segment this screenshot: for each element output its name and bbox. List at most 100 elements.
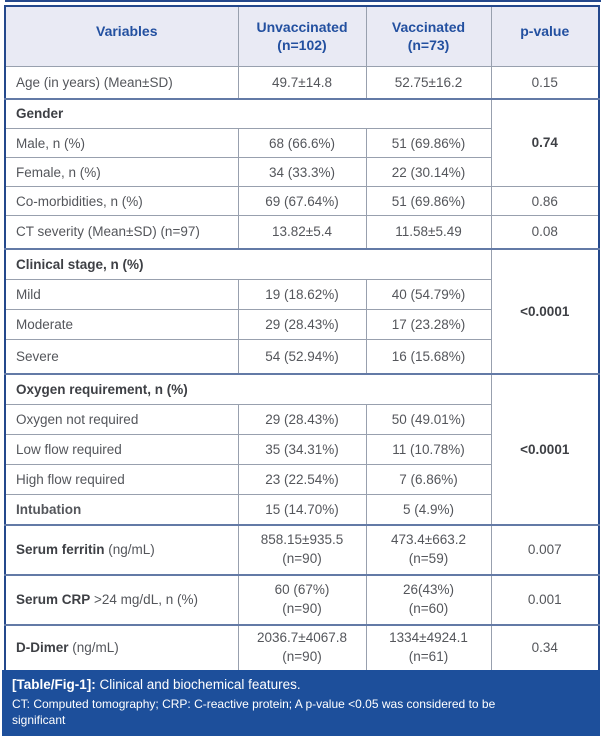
- col-header-vaccinated-line1: Vaccinated: [391, 19, 466, 35]
- row-moderate-unvaccinated: 29 (28.43%): [237, 309, 367, 340]
- row-oxygen-not-required: Oxygen not required 29 (28.43%) 50 (49.0…: [4, 404, 599, 435]
- table-footnote: CT: Computed tomography; CRP: C-reactive…: [12, 696, 496, 728]
- row-ct-severity-p-value: 0.08: [490, 215, 600, 249]
- row-male-label: Male, n (%): [4, 128, 239, 158]
- row-comorbidities-p-value: 0.86: [490, 186, 600, 216]
- table-caption-label: [Table/Fig-1]:: [12, 677, 96, 692]
- row-female-vaccinated: 22 (30.14%): [365, 157, 492, 187]
- header-row: Variables Unvaccinated (n=102) Vaccinate…: [4, 5, 600, 67]
- row-age-unvaccinated: 49.7±14.8: [237, 66, 367, 99]
- row-d-dimer-vaccinated-n: (n=61): [408, 648, 449, 664]
- row-oxygen-not-required-label: Oxygen not required: [4, 404, 239, 435]
- row-serum-ferritin-unvaccinated-value: 858.15±935.5: [260, 532, 344, 548]
- row-moderate-label: Moderate: [4, 309, 239, 340]
- row-serum-ferritin: Serum ferritin (ng/mL) 858.15±935.5 (n=9…: [4, 523, 600, 575]
- col-header-unvaccinated-line2: (n=102): [277, 36, 327, 53]
- row-female: Female, n (%) 34 (33.3%) 22 (30.14%): [4, 157, 599, 187]
- row-age-vaccinated: 52.75±16.2: [365, 66, 492, 99]
- col-header-vaccinated: Vaccinated (n=73): [365, 5, 492, 67]
- table-caption-bar: [Table/Fig-1]: Clinical and biochemical …: [2, 670, 600, 736]
- row-severe-vaccinated: 16 (15.68%): [365, 339, 492, 374]
- row-comorbidities-vaccinated: 51 (69.86%): [365, 186, 492, 216]
- table-caption: [Table/Fig-1]: Clinical and biochemical …: [12, 676, 590, 694]
- col-header-unvaccinated-line1: Unvaccinated: [256, 19, 348, 35]
- row-serum-ferritin-vaccinated: 473.4±663.2 (n=59): [365, 523, 492, 575]
- col-header-variables: Variables: [4, 5, 239, 67]
- row-low-flow: Low flow required 35 (34.31%) 11 (10.78%…: [4, 434, 599, 465]
- col-header-vaccinated-line2: (n=73): [407, 36, 450, 53]
- row-mild-vaccinated: 40 (54.79%): [365, 279, 492, 310]
- row-high-flow-unvaccinated: 23 (22.54%): [237, 464, 367, 495]
- row-intubation-label: Intubation: [4, 494, 239, 525]
- row-serum-ferritin-unvaccinated-n: (n=90): [282, 550, 322, 566]
- row-d-dimer-p-value: 0.34: [490, 623, 600, 671]
- row-age-p-value: 0.15: [490, 66, 600, 99]
- row-gender-section: Gender 0.74: [4, 97, 600, 187]
- row-high-flow-vaccinated: 7 (6.86%): [365, 464, 492, 495]
- table-caption-text: Clinical and biochemical features.: [95, 677, 301, 692]
- row-d-dimer: D-Dimer (ng/mL) 2036.7±4067.8 (n=90) 133…: [4, 623, 600, 671]
- row-male-unvaccinated: 68 (66.6%): [237, 128, 367, 158]
- row-high-flow-label: High flow required: [4, 464, 239, 495]
- row-ct-severity-label: CT severity (Mean±SD) (n=97): [4, 215, 239, 249]
- row-d-dimer-label: D-Dimer (ng/mL): [4, 623, 239, 671]
- row-intubation-vaccinated: 5 (4.9%): [365, 494, 492, 525]
- row-moderate-vaccinated: 17 (23.28%): [365, 309, 492, 340]
- row-ct-severity: CT severity (Mean±SD) (n=97) 13.82±5.4 1…: [4, 215, 600, 249]
- row-serum-crp: Serum CRP >24 mg/dL, n (%) 60 (67%) (n=9…: [4, 573, 600, 625]
- col-header-unvaccinated: Unvaccinated (n=102): [237, 5, 367, 67]
- row-serum-crp-unvaccinated: 60 (67%) (n=90): [237, 573, 367, 625]
- row-serum-crp-unvaccinated-n: (n=90): [282, 600, 322, 616]
- row-d-dimer-unvaccinated-value: 2036.7±4067.8: [257, 630, 347, 646]
- row-mild-label: Mild: [4, 279, 239, 310]
- row-oxygen-requirement-section: Oxygen requirement, n (%) <0.0001: [4, 372, 600, 525]
- row-male-vaccinated: 51 (69.86%): [365, 128, 492, 158]
- row-age-label: Age (in years) (Mean±SD): [4, 66, 239, 99]
- row-serum-crp-vaccinated-value: 26(43%): [402, 582, 455, 598]
- row-oxygen-not-required-vaccinated: 50 (49.01%): [365, 404, 492, 435]
- row-high-flow: High flow required 23 (22.54%) 7 (6.86%): [4, 464, 599, 495]
- row-oxygen-requirement-label: Oxygen requirement, n (%): [4, 372, 492, 405]
- row-serum-crp-p-value: 0.001: [490, 573, 600, 625]
- row-clinical-stage-label: Clinical stage, n (%): [4, 247, 492, 280]
- row-comorbidities-label: Co-morbidities, n (%): [4, 186, 239, 216]
- row-age: Age (in years) (Mean±SD) 49.7±14.8 52.75…: [4, 66, 600, 99]
- row-serum-crp-label-rest: >24 mg/dL, n (%): [90, 592, 198, 607]
- row-low-flow-unvaccinated: 35 (34.31%): [237, 434, 367, 465]
- row-d-dimer-label-bold: D-Dimer: [16, 640, 69, 655]
- row-serum-ferritin-vaccinated-value: 473.4±663.2: [391, 532, 466, 548]
- row-moderate: Moderate 29 (28.43%) 17 (23.28%): [4, 309, 599, 340]
- row-mild-unvaccinated: 19 (18.62%): [237, 279, 367, 310]
- top-rule: [5, 0, 601, 2]
- row-severe: Severe 54 (52.94%) 16 (15.68%): [4, 339, 599, 374]
- row-d-dimer-unvaccinated-n: (n=90): [282, 648, 322, 664]
- row-serum-crp-vaccinated: 26(43%) (n=60): [365, 573, 492, 625]
- row-serum-ferritin-label-rest: (ng/mL): [104, 542, 155, 557]
- row-low-flow-label: Low flow required: [4, 434, 239, 465]
- row-mild: Mild 19 (18.62%) 40 (54.79%): [4, 279, 599, 310]
- col-header-p-value: p-value: [490, 5, 600, 67]
- row-female-label: Female, n (%): [4, 157, 239, 187]
- row-ct-severity-vaccinated: 11.58±5.49: [365, 215, 492, 249]
- row-female-unvaccinated: 34 (33.3%): [237, 157, 367, 187]
- row-clinical-stage-p-value: <0.0001: [490, 247, 600, 374]
- row-intubation-unvaccinated: 15 (14.70%): [237, 494, 367, 525]
- row-gender-label: Gender: [4, 97, 492, 129]
- row-d-dimer-label-rest: (ng/mL): [68, 640, 119, 655]
- row-serum-ferritin-label-bold: Serum ferritin: [16, 542, 105, 557]
- row-serum-crp-unvaccinated-value: 60 (67%): [274, 582, 330, 598]
- row-d-dimer-vaccinated: 1334±4924.1 (n=61): [365, 623, 492, 671]
- clinical-biochemical-table: Variables Unvaccinated (n=102) Vaccinate…: [4, 5, 600, 672]
- row-severe-unvaccinated: 54 (52.94%): [237, 339, 367, 374]
- row-clinical-stage-section: Clinical stage, n (%) <0.0001: [4, 247, 600, 374]
- row-serum-crp-label: Serum CRP >24 mg/dL, n (%): [4, 573, 239, 625]
- row-low-flow-vaccinated: 11 (10.78%): [365, 434, 492, 465]
- row-d-dimer-vaccinated-value: 1334±4924.1: [389, 630, 468, 646]
- row-intubation: Intubation 15 (14.70%) 5 (4.9%): [4, 494, 599, 525]
- row-comorbidities-unvaccinated: 69 (67.64%): [237, 186, 367, 216]
- row-comorbidities: Co-morbidities, n (%) 69 (67.64%) 51 (69…: [4, 186, 600, 216]
- row-d-dimer-unvaccinated: 2036.7±4067.8 (n=90): [237, 623, 367, 671]
- row-serum-ferritin-unvaccinated: 858.15±935.5 (n=90): [237, 523, 367, 575]
- row-serum-ferritin-p-value: 0.007: [490, 523, 600, 575]
